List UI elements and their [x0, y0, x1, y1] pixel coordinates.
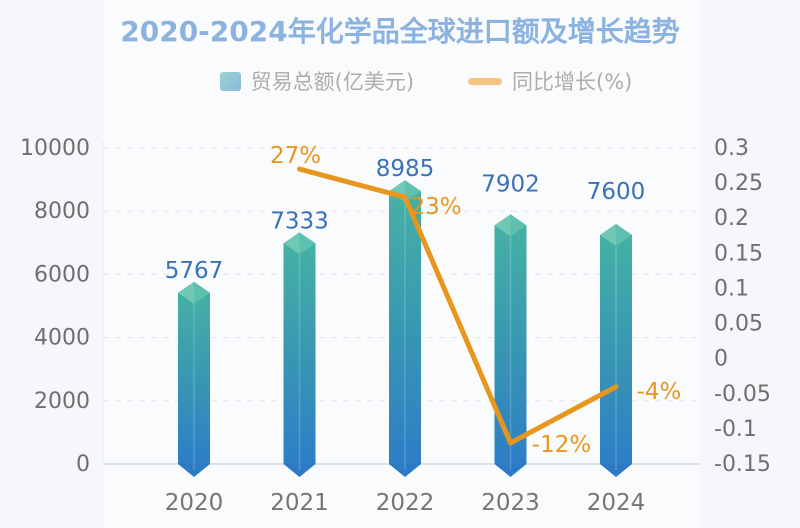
line-series-swatch-icon: [468, 77, 503, 85]
bar-bottom-tip: [389, 464, 421, 477]
bar-cap-right-face: [616, 223, 632, 246]
bar-cap-right-face: [299, 232, 316, 255]
right-axis-tick-label: 0.2: [714, 206, 749, 231]
x-axis-category-label: 2022: [376, 490, 435, 516]
bar-cap-right-face: [405, 180, 421, 203]
legend: 贸易总额(亿美元) 同比增长(%): [0, 66, 800, 96]
right-axis-tick-label: 0.25: [714, 171, 763, 196]
legend-bar-label: 贸易总额(亿美元): [251, 66, 414, 96]
bar-cap-left-face: [178, 281, 194, 304]
left-axis-tick-label: 0: [76, 452, 90, 477]
right-axis-tick-label: 0.3: [714, 136, 749, 161]
line-point-label: -4%: [637, 379, 682, 405]
left-axis-tick-label: 6000: [34, 262, 90, 287]
line-point-label: -12%: [532, 432, 591, 458]
bar-2020[interactable]: [178, 281, 210, 477]
bar-bottom-tip: [494, 464, 527, 477]
bar-body: [389, 191, 421, 464]
left-axis-tick-label: 10000: [20, 136, 90, 161]
growth-line[interactable]: [297, 166, 619, 446]
bar-value-label: 8985: [376, 156, 435, 182]
bar-body: [178, 292, 210, 464]
bar-cap-right-face: [510, 214, 527, 237]
bar-value-label: 7902: [481, 171, 540, 197]
bar-value-label: 5767: [165, 258, 224, 284]
bar-series-swatch-icon: [219, 71, 241, 91]
chart-title: 2020-2024年化学品全球进口额及增长趋势: [0, 10, 800, 50]
right-axis-tick-label: -0.15: [714, 452, 771, 477]
left-axis-tick-label: 4000: [34, 326, 90, 351]
bar-value-label: 7333: [270, 208, 329, 234]
bar-cap-left-face: [600, 223, 616, 246]
legend-item-bar-series[interactable]: 贸易总额(亿美元): [219, 66, 414, 96]
right-axis-tick-label: 0.05: [714, 312, 763, 337]
right-axis-tick-label: -0.05: [714, 382, 771, 407]
bar-body: [283, 243, 316, 464]
x-axis-category-label: 2024: [587, 490, 646, 516]
bar-bottom-tip: [283, 464, 316, 477]
bar-cap-right-face: [194, 281, 210, 304]
x-axis-category-label: 2023: [481, 490, 540, 516]
right-axis-tick-label: 0: [714, 347, 728, 372]
line-point-label: 27%: [270, 143, 321, 169]
bar-bottom-tip: [178, 464, 210, 477]
bar-bottom-tip: [600, 464, 632, 477]
left-axis-tick-label: 2000: [34, 389, 90, 414]
left-axis-tick-label: 8000: [34, 199, 90, 224]
bar-body: [600, 234, 632, 464]
right-axis-tick-label: 0.1: [714, 276, 749, 301]
right-axis-tick-label: -0.1: [714, 417, 757, 442]
legend-line-label: 同比增长(%): [512, 66, 632, 96]
bar-2021[interactable]: [283, 232, 316, 477]
x-axis-category-label: 2020: [165, 490, 224, 516]
bar-2024[interactable]: [600, 223, 632, 477]
bar-cap-left-face: [283, 232, 300, 255]
bar-cap-left-face: [494, 214, 511, 237]
legend-item-line-series[interactable]: 同比增长(%): [468, 66, 632, 96]
bar-value-label: 7600: [587, 179, 646, 205]
line-point-label: 23%: [410, 194, 461, 220]
right-axis-tick-label: 0.15: [714, 241, 763, 266]
x-axis-category-label: 2021: [270, 490, 329, 516]
